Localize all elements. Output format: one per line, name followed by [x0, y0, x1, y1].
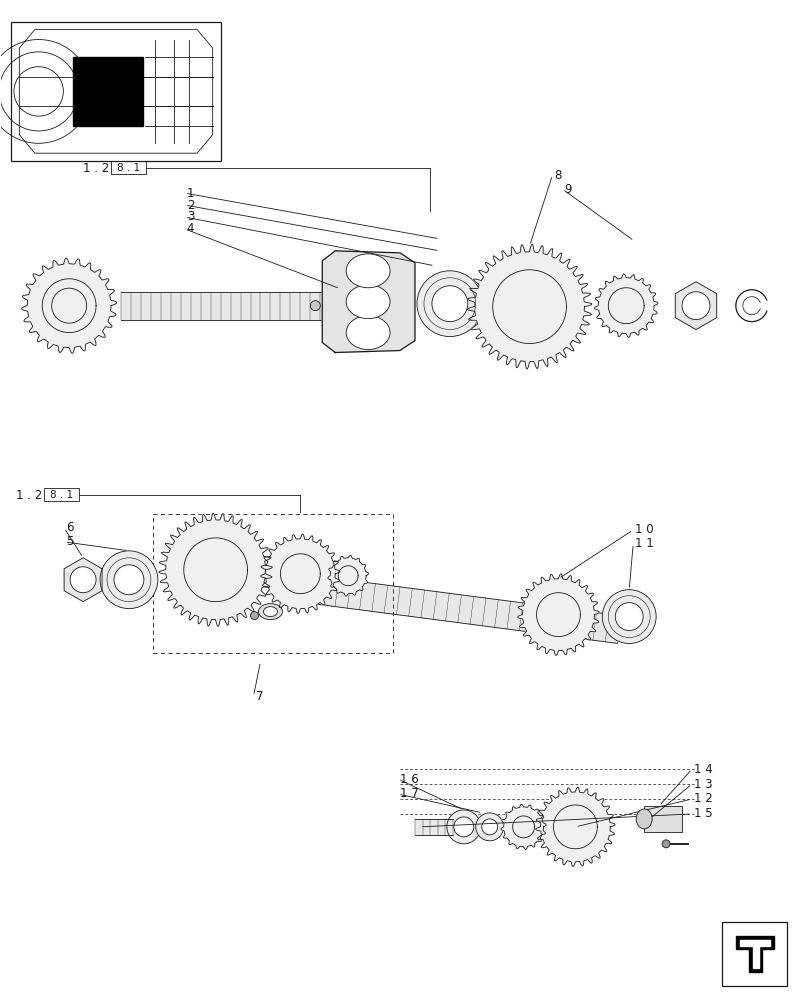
Text: 1 1: 1 1 — [635, 537, 654, 550]
Circle shape — [70, 567, 96, 593]
Ellipse shape — [263, 607, 277, 617]
Polygon shape — [740, 940, 770, 968]
Polygon shape — [274, 571, 621, 643]
Text: 4: 4 — [187, 222, 194, 235]
Ellipse shape — [346, 316, 390, 350]
Text: 6: 6 — [66, 521, 74, 534]
Circle shape — [662, 840, 670, 848]
Polygon shape — [736, 936, 774, 972]
Polygon shape — [121, 292, 340, 320]
Text: 1 . 2: 1 . 2 — [16, 489, 43, 502]
Text: 1 5: 1 5 — [694, 807, 713, 820]
Circle shape — [310, 301, 320, 311]
Ellipse shape — [259, 604, 283, 620]
Bar — [74, 57, 143, 126]
Bar — [11, 22, 221, 161]
Text: 1 3: 1 3 — [694, 778, 713, 791]
Polygon shape — [595, 274, 658, 337]
Polygon shape — [261, 534, 340, 613]
Polygon shape — [415, 819, 452, 835]
Circle shape — [476, 813, 503, 841]
Text: 8 . 1: 8 . 1 — [50, 490, 74, 500]
Polygon shape — [322, 251, 415, 353]
Bar — [644, 806, 682, 832]
Polygon shape — [64, 558, 102, 602]
Polygon shape — [518, 574, 600, 655]
Polygon shape — [328, 555, 368, 596]
Circle shape — [602, 590, 656, 644]
Text: 1 6: 1 6 — [400, 773, 419, 786]
Text: 7: 7 — [255, 690, 263, 703]
Circle shape — [682, 292, 710, 320]
Text: 8: 8 — [554, 169, 562, 182]
Bar — [111, 161, 146, 174]
Circle shape — [447, 810, 481, 844]
Circle shape — [432, 286, 468, 322]
Circle shape — [615, 603, 643, 631]
Polygon shape — [536, 787, 615, 866]
Circle shape — [482, 819, 498, 835]
Ellipse shape — [636, 809, 652, 829]
Polygon shape — [19, 30, 213, 153]
Text: 5: 5 — [66, 535, 74, 548]
Text: 1 4: 1 4 — [694, 763, 713, 776]
Text: 1 . 2: 1 . 2 — [83, 162, 109, 175]
Circle shape — [100, 551, 158, 609]
Polygon shape — [501, 804, 546, 849]
Text: 1 0: 1 0 — [635, 523, 654, 536]
Circle shape — [114, 565, 144, 595]
Polygon shape — [159, 513, 272, 627]
Circle shape — [417, 271, 482, 337]
Polygon shape — [467, 244, 591, 369]
Ellipse shape — [346, 254, 390, 288]
Polygon shape — [22, 258, 117, 353]
Text: 2: 2 — [187, 199, 194, 212]
Bar — [44, 488, 79, 501]
Text: 3: 3 — [187, 210, 194, 223]
Text: 1 7: 1 7 — [400, 787, 419, 800]
Bar — [722, 922, 787, 986]
Ellipse shape — [346, 285, 390, 319]
Text: 1 2: 1 2 — [694, 792, 713, 805]
Polygon shape — [675, 282, 717, 330]
Circle shape — [250, 612, 259, 620]
Text: 1: 1 — [187, 187, 194, 200]
Text: 9: 9 — [565, 183, 572, 196]
Circle shape — [454, 817, 473, 837]
Text: 8 . 1: 8 . 1 — [117, 163, 140, 173]
